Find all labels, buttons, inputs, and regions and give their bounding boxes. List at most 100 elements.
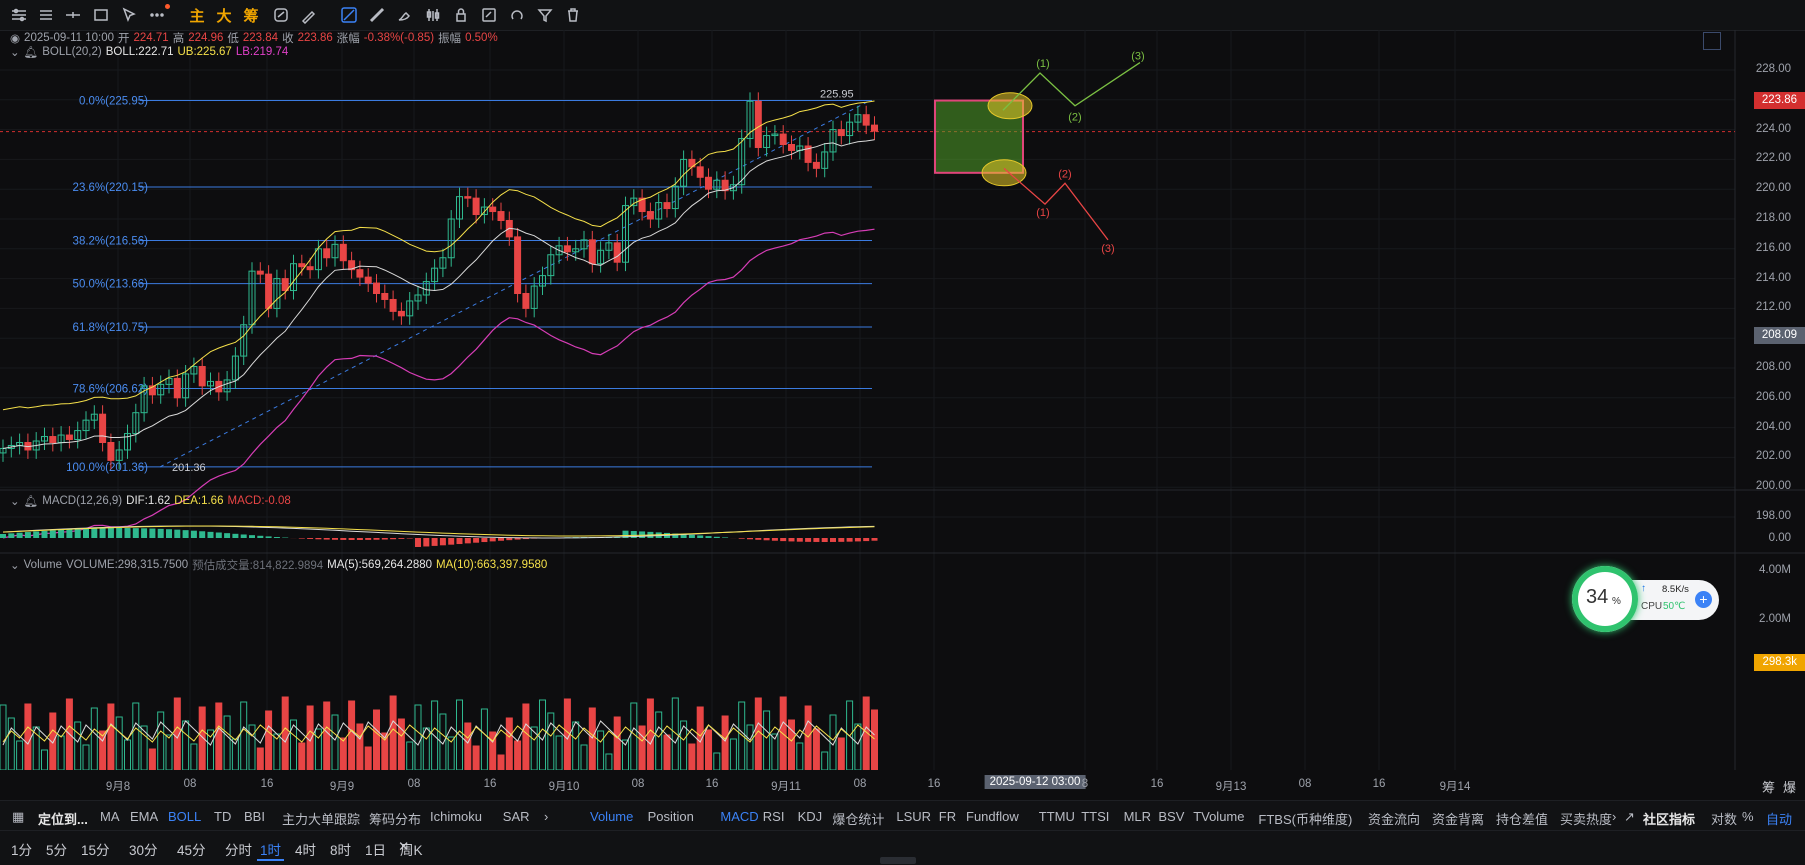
volume-bar xyxy=(241,702,247,770)
main-chart-button[interactable]: 主 xyxy=(186,4,208,26)
settings-lines-icon[interactable] xyxy=(8,4,30,26)
resize-handle[interactable] xyxy=(880,857,916,864)
community-indicators-button[interactable]: 社区指标 xyxy=(1643,809,1695,828)
sub-indicator-tab[interactable]: MACD xyxy=(720,809,758,824)
time-axis-label: 16 xyxy=(1151,778,1164,790)
timeframe-button[interactable]: 30分 xyxy=(126,839,161,859)
lock-icon[interactable] xyxy=(450,4,472,26)
magnet-icon[interactable] xyxy=(506,4,528,26)
main-indicator-tab[interactable]: TD xyxy=(214,809,231,824)
crosshair-time-label: 2025-09-12 03:00 xyxy=(985,775,1086,789)
main-indicator-tab[interactable]: Ichimoku xyxy=(430,809,482,824)
memory-ring-gauge[interactable]: 34 % xyxy=(1572,566,1638,632)
timeframe-button[interactable]: 1分 xyxy=(8,839,35,859)
sub-indicator-tab[interactable]: 资金背离 xyxy=(1432,809,1484,828)
main-indicator-tab[interactable]: 主力大单跟踪 xyxy=(282,809,360,828)
calendar-icon[interactable]: ▦ xyxy=(12,809,24,825)
timeframe-button[interactable]: 15分 xyxy=(78,839,113,859)
timeframe-button[interactable]: 4时 xyxy=(292,839,319,859)
sub-indicator-tab[interactable]: 持仓差值 xyxy=(1496,809,1548,828)
fib-high-marker: 225.95 xyxy=(820,89,854,101)
main-indicator-tab[interactable]: SAR xyxy=(503,809,530,824)
collapse-icon[interactable]: ⌄ xyxy=(10,494,20,508)
sub-indicator-tab[interactable]: 买卖热度 xyxy=(1560,809,1612,828)
fullscreen-icon[interactable] xyxy=(1703,32,1721,50)
sub-indicator-tab[interactable]: TVolume xyxy=(1193,809,1244,824)
percent-scale-button[interactable]: % xyxy=(1742,809,1754,824)
trash-icon[interactable] xyxy=(562,4,584,26)
wave-down-label: (2) xyxy=(1058,168,1071,180)
volume-bar xyxy=(58,736,64,770)
ruler-icon[interactable] xyxy=(366,4,388,26)
collapse-icon[interactable]: ⌄ xyxy=(10,45,20,59)
main-indicator-tab[interactable]: EMA xyxy=(130,809,158,824)
sub-indicator-tab[interactable]: Position xyxy=(648,809,694,824)
ohlc-datetime: 2025-09-11 10:00 xyxy=(24,32,114,44)
volume-bar xyxy=(299,743,305,770)
sub-indicator-tab[interactable]: RSI xyxy=(763,809,785,824)
auto-scale-button[interactable]: 自动 xyxy=(1766,809,1792,828)
chart-area[interactable]: 0.0%(225.95)23.6%(220.15)38.2%(216.56)50… xyxy=(0,30,1805,770)
main-indicator-tab[interactable]: 筹码分布 xyxy=(369,809,421,828)
candle-tool-icon[interactable] xyxy=(422,4,444,26)
sub-indicator-tab[interactable]: FTBS(币种维度) xyxy=(1258,809,1352,828)
volume-bar xyxy=(706,730,712,770)
locate-button[interactable]: 定位到... xyxy=(38,809,88,828)
sub-indicator-tab[interactable]: KDJ xyxy=(798,809,823,824)
external-link-icon[interactable]: ↗ xyxy=(1624,809,1635,825)
eye-icon[interactable]: ◉ xyxy=(10,31,20,45)
sub-indicator-tab[interactable]: TTMU xyxy=(1039,809,1075,824)
chevron-right-icon[interactable]: › xyxy=(1612,809,1616,824)
timeframe-button[interactable]: 1日 xyxy=(362,839,389,859)
large-order-button[interactable]: 大 xyxy=(213,4,235,26)
main-indicator-tab[interactable]: MA xyxy=(100,809,120,824)
refresh-icon[interactable] xyxy=(270,4,292,26)
volume-bar xyxy=(374,710,380,770)
log-scale-button[interactable]: 对数 xyxy=(1711,809,1737,828)
add-icon[interactable]: + xyxy=(1695,591,1712,608)
volume-bar xyxy=(598,731,604,770)
fib-level-label: 23.6%(220.15) xyxy=(73,182,149,194)
pen-icon[interactable] xyxy=(298,4,320,26)
sub-indicator-tab[interactable]: MLR xyxy=(1124,809,1151,824)
horizontal-line-icon[interactable] xyxy=(62,4,84,26)
brush-icon[interactable] xyxy=(394,4,416,26)
rectangle-icon[interactable] xyxy=(90,4,112,26)
timeframe-button[interactable]: 45分 xyxy=(174,839,209,859)
price-axis-label: 228.00 xyxy=(1756,63,1791,75)
sub-indicator-tab[interactable]: FR xyxy=(939,809,956,824)
more-icon[interactable] xyxy=(146,4,168,26)
main-indicator-tab[interactable]: BOLL xyxy=(168,809,201,824)
chip-button[interactable]: 筹 xyxy=(240,4,262,26)
timeframe-button[interactable]: 8时 xyxy=(327,839,354,859)
filter-icon[interactable] xyxy=(534,4,556,26)
sub-indicator-tab[interactable]: TTSI xyxy=(1081,809,1109,824)
chevron-right-icon[interactable]: › xyxy=(544,809,548,824)
liquidation-axis-label[interactable]: 爆 xyxy=(1783,777,1796,796)
timeframe-button[interactable]: 分时 xyxy=(222,839,255,859)
candlestick-chart[interactable]: 0.0%(225.95)23.6%(220.15)38.2%(216.56)50… xyxy=(0,30,1805,770)
bell-icon[interactable]: 🔔︎ xyxy=(24,45,39,59)
close-icon[interactable]: ✕ xyxy=(395,839,412,855)
sub-indicator-tab[interactable]: BSV xyxy=(1158,809,1184,824)
menu-icon[interactable] xyxy=(35,4,57,26)
sub-indicator-tab[interactable]: Fundflow xyxy=(966,809,1019,824)
timeframe-button[interactable]: 5分 xyxy=(43,839,70,859)
collapse-icon[interactable]: ⌄ xyxy=(10,558,20,572)
price-axis-label: 200.00 xyxy=(1756,480,1791,492)
main-indicator-tab[interactable]: BBI xyxy=(244,809,265,824)
sub-indicator-tab[interactable]: 资金流向 xyxy=(1368,809,1420,828)
sub-indicator-tab[interactable]: LSUR xyxy=(896,809,931,824)
chip-axis-label[interactable]: 筹 xyxy=(1762,777,1775,796)
close-label: 收 xyxy=(282,30,294,46)
timeframe-button[interactable]: 1时 xyxy=(257,839,284,861)
edit-icon[interactable] xyxy=(478,4,500,26)
wave-up-label: (1) xyxy=(1036,58,1049,70)
trend-line-tool-icon[interactable] xyxy=(338,4,360,26)
sub-indicator-tab[interactable]: 爆仓统计 xyxy=(832,809,884,828)
bell-icon[interactable]: 🔔︎ xyxy=(24,494,39,508)
cursor-icon[interactable] xyxy=(118,4,140,26)
volume-bar xyxy=(166,735,172,770)
macd-bar xyxy=(440,538,446,545)
sub-indicator-tab[interactable]: Volume xyxy=(590,809,633,824)
